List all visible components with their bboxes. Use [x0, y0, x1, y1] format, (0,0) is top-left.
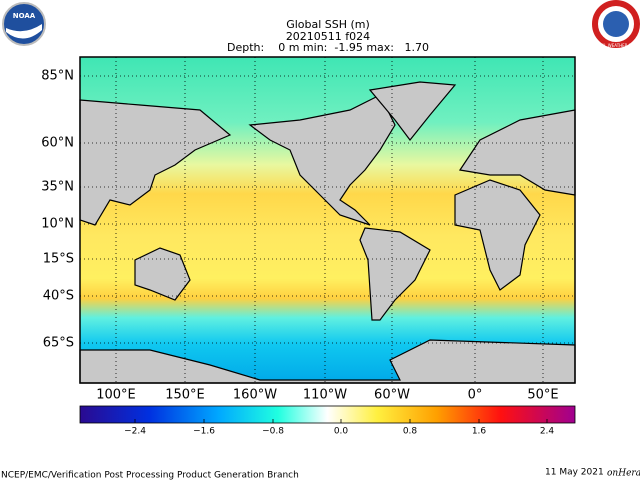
colorbar-label: 1.6	[472, 427, 487, 437]
lat-label: 65°S	[43, 336, 74, 351]
lon-label: 60°W	[374, 388, 410, 403]
map	[79, 56, 576, 384]
title: Depth: 0 m min: -1.95 max: 1.70	[227, 41, 429, 54]
lon-label: 100°E	[96, 388, 136, 403]
lat-label: 15°S	[43, 252, 74, 267]
lon-label: 110°W	[303, 388, 347, 403]
footer-date: 11 May 2021	[545, 468, 604, 478]
lat-label: 85°N	[41, 69, 74, 84]
colorbar-label: −2.4	[124, 427, 146, 437]
colorbar-label: 0.0	[334, 427, 349, 437]
colorbar-label: 0.8	[403, 427, 418, 437]
colorbar-label: −0.8	[262, 427, 284, 437]
colorbar-label: 2.4	[540, 427, 555, 437]
lon-label: 160°W	[233, 388, 277, 403]
lat-label: 35°N	[41, 180, 74, 195]
footer-host: onHera	[607, 469, 640, 479]
title: 20210511 f024	[286, 30, 370, 43]
lon-label: 50°E	[527, 388, 558, 403]
logo-text: NATIONAL WEATHER SERVICE	[586, 43, 640, 48]
colorbar	[79, 405, 576, 424]
lat-label: 40°S	[43, 289, 74, 304]
logo-text: NOAA	[13, 12, 36, 20]
lon-label: 0°	[468, 388, 483, 403]
lat-label: 60°N	[41, 136, 74, 151]
nws-logo: NATIONAL WEATHER SERVICE	[586, 0, 640, 48]
lon-label: 150°E	[165, 388, 205, 403]
lat-label: 10°N	[41, 217, 74, 232]
footer-text: NCEP/EMC/Verification Post Processing Pr…	[1, 471, 299, 480]
noaa-logo: NOAA	[2, 2, 46, 46]
title: Global SSH (m)	[286, 18, 370, 31]
colorbar-label: −1.6	[193, 427, 215, 437]
